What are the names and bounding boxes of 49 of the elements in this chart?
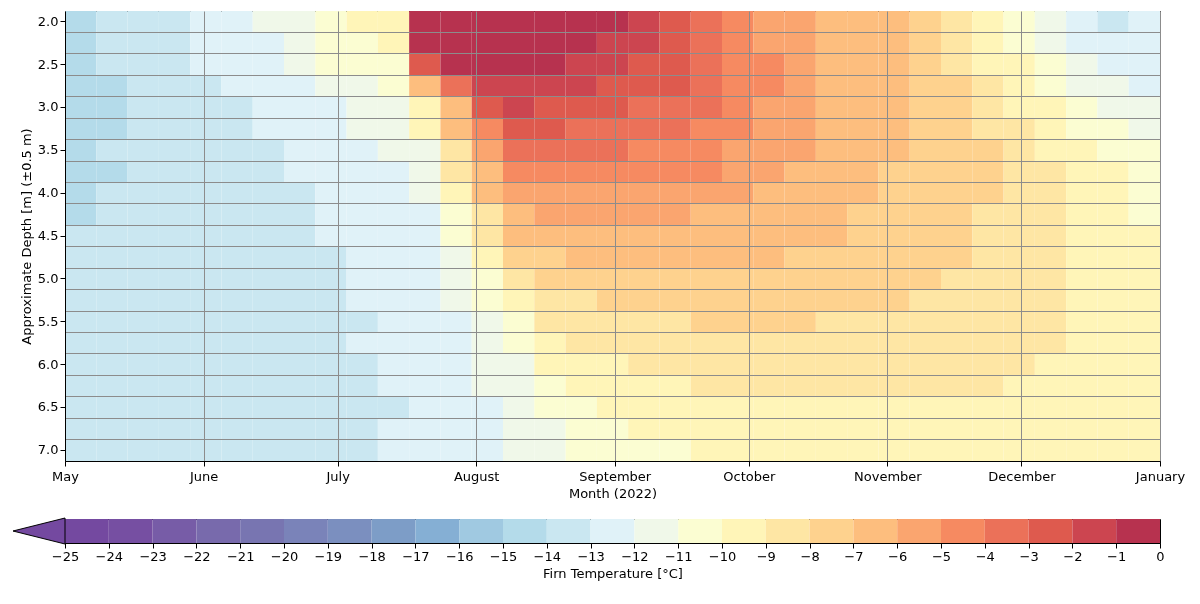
x-tick-label: May xyxy=(52,468,80,484)
y-tick-label: 7.0 xyxy=(37,442,59,458)
color-bar-label: −23 xyxy=(139,548,167,564)
y-axis-title: Approximate Depth [m] (±0.5 m) xyxy=(18,128,34,345)
color-bar-label: −25 xyxy=(51,548,80,564)
y-tick-label: 3.0 xyxy=(37,99,59,115)
color-bar-label: −4 xyxy=(975,548,995,564)
x-tick-label: August xyxy=(453,468,500,484)
color-bar-label: 0 xyxy=(1156,548,1165,564)
color-bar-label: −2 xyxy=(1063,548,1083,564)
color-bar-label: −22 xyxy=(183,548,211,564)
color-bar-label: −21 xyxy=(226,548,255,564)
color-bar-label: −19 xyxy=(314,548,343,564)
color-bar-label: −15 xyxy=(489,548,518,564)
y-tick-label: 2.0 xyxy=(37,13,59,29)
y-tick-label: 2.5 xyxy=(37,56,59,72)
color-bar-label: −6 xyxy=(888,548,908,564)
x-tick-label: September xyxy=(579,468,652,484)
color-bar-label: −17 xyxy=(402,548,430,564)
color-bar-label: −16 xyxy=(445,548,474,564)
color-bar-label: −18 xyxy=(358,548,386,564)
color-bar-label: −3 xyxy=(1019,548,1039,564)
color-bar-label: −24 xyxy=(95,548,124,564)
color-bar-label: −8 xyxy=(800,548,820,564)
y-tick-label: 4.5 xyxy=(37,228,59,243)
x-tick-label: July xyxy=(325,468,351,484)
color-bar-label: −13 xyxy=(577,548,605,564)
x-tick-label: October xyxy=(723,468,776,484)
color-bar-title: Firn Temperature [°C] xyxy=(543,565,683,581)
x-tick-label: November xyxy=(854,468,923,484)
color-bar-label: −11 xyxy=(664,548,693,564)
y-tick-label: 5.0 xyxy=(37,270,59,286)
color-bar-label: −7 xyxy=(844,548,864,564)
x-tick-label: December xyxy=(988,468,1057,484)
color-bar-label: −1 xyxy=(1107,548,1127,564)
color-bar-label: −10 xyxy=(708,548,737,564)
y-tick-label: 3.5 xyxy=(37,142,59,158)
y-tick-label: 6.5 xyxy=(37,399,59,415)
x-axis-title: Month (2022) xyxy=(568,485,658,501)
y-tick-label: 4.0 xyxy=(37,185,59,201)
color-bar-label: −20 xyxy=(270,548,299,564)
color-bar-label: −9 xyxy=(756,548,776,564)
x-tick-label: June xyxy=(188,468,219,484)
x-tick-label: January xyxy=(1134,468,1186,484)
color-bar-label: −5 xyxy=(931,548,952,564)
y-tick-label: 6.0 xyxy=(37,356,59,372)
color-bar-label: −14 xyxy=(533,548,562,564)
color-bar-label: −12 xyxy=(621,548,649,564)
y-tick-label: 5.5 xyxy=(37,313,59,329)
